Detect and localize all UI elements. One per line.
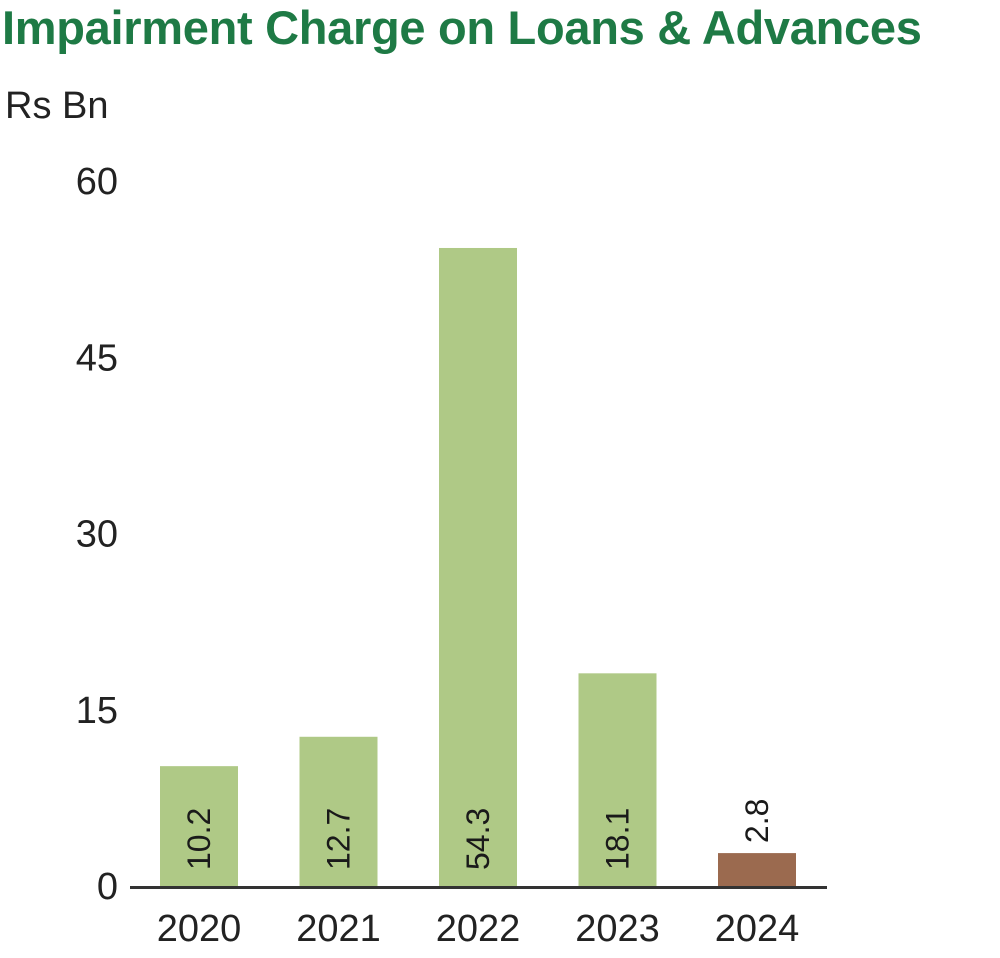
x-tick-label: 2020 <box>157 908 242 950</box>
y-axis-ticks: 0 15 30 45 60 <box>76 161 118 908</box>
bar-value-label: 54.3 <box>460 808 496 870</box>
chart-title: Impairment Charge on Loans & Advances <box>2 1 922 54</box>
bar-2024 <box>718 853 796 886</box>
y-tick-label: 30 <box>76 514 118 556</box>
bar-value-label: 10.2 <box>181 808 217 870</box>
bar-2022 <box>439 247 517 887</box>
x-tick-label: 2023 <box>575 908 660 950</box>
x-tick-label: 2024 <box>715 908 800 950</box>
y-tick-label: 0 <box>97 866 118 908</box>
x-tick-label: 2021 <box>296 908 381 950</box>
y-axis-unit-label: Rs Bn <box>5 85 108 127</box>
bar-value-label: 12.7 <box>321 808 357 870</box>
bar-value-label: 18.1 <box>600 808 636 870</box>
bar-2023 <box>578 673 657 886</box>
y-tick-label: 45 <box>76 337 118 379</box>
y-tick-label: 15 <box>76 690 118 732</box>
bar-2020 <box>160 766 238 886</box>
x-axis-labels: 2020 2021 2022 2023 2024 <box>157 908 800 950</box>
y-tick-label: 60 <box>76 161 118 203</box>
bars: 10.2 12.7 54.3 18.1 2.8 <box>160 247 796 887</box>
x-tick-label: 2022 <box>436 908 521 950</box>
bar-2021 <box>299 736 378 886</box>
bar-value-label: 2.8 <box>739 799 775 843</box>
